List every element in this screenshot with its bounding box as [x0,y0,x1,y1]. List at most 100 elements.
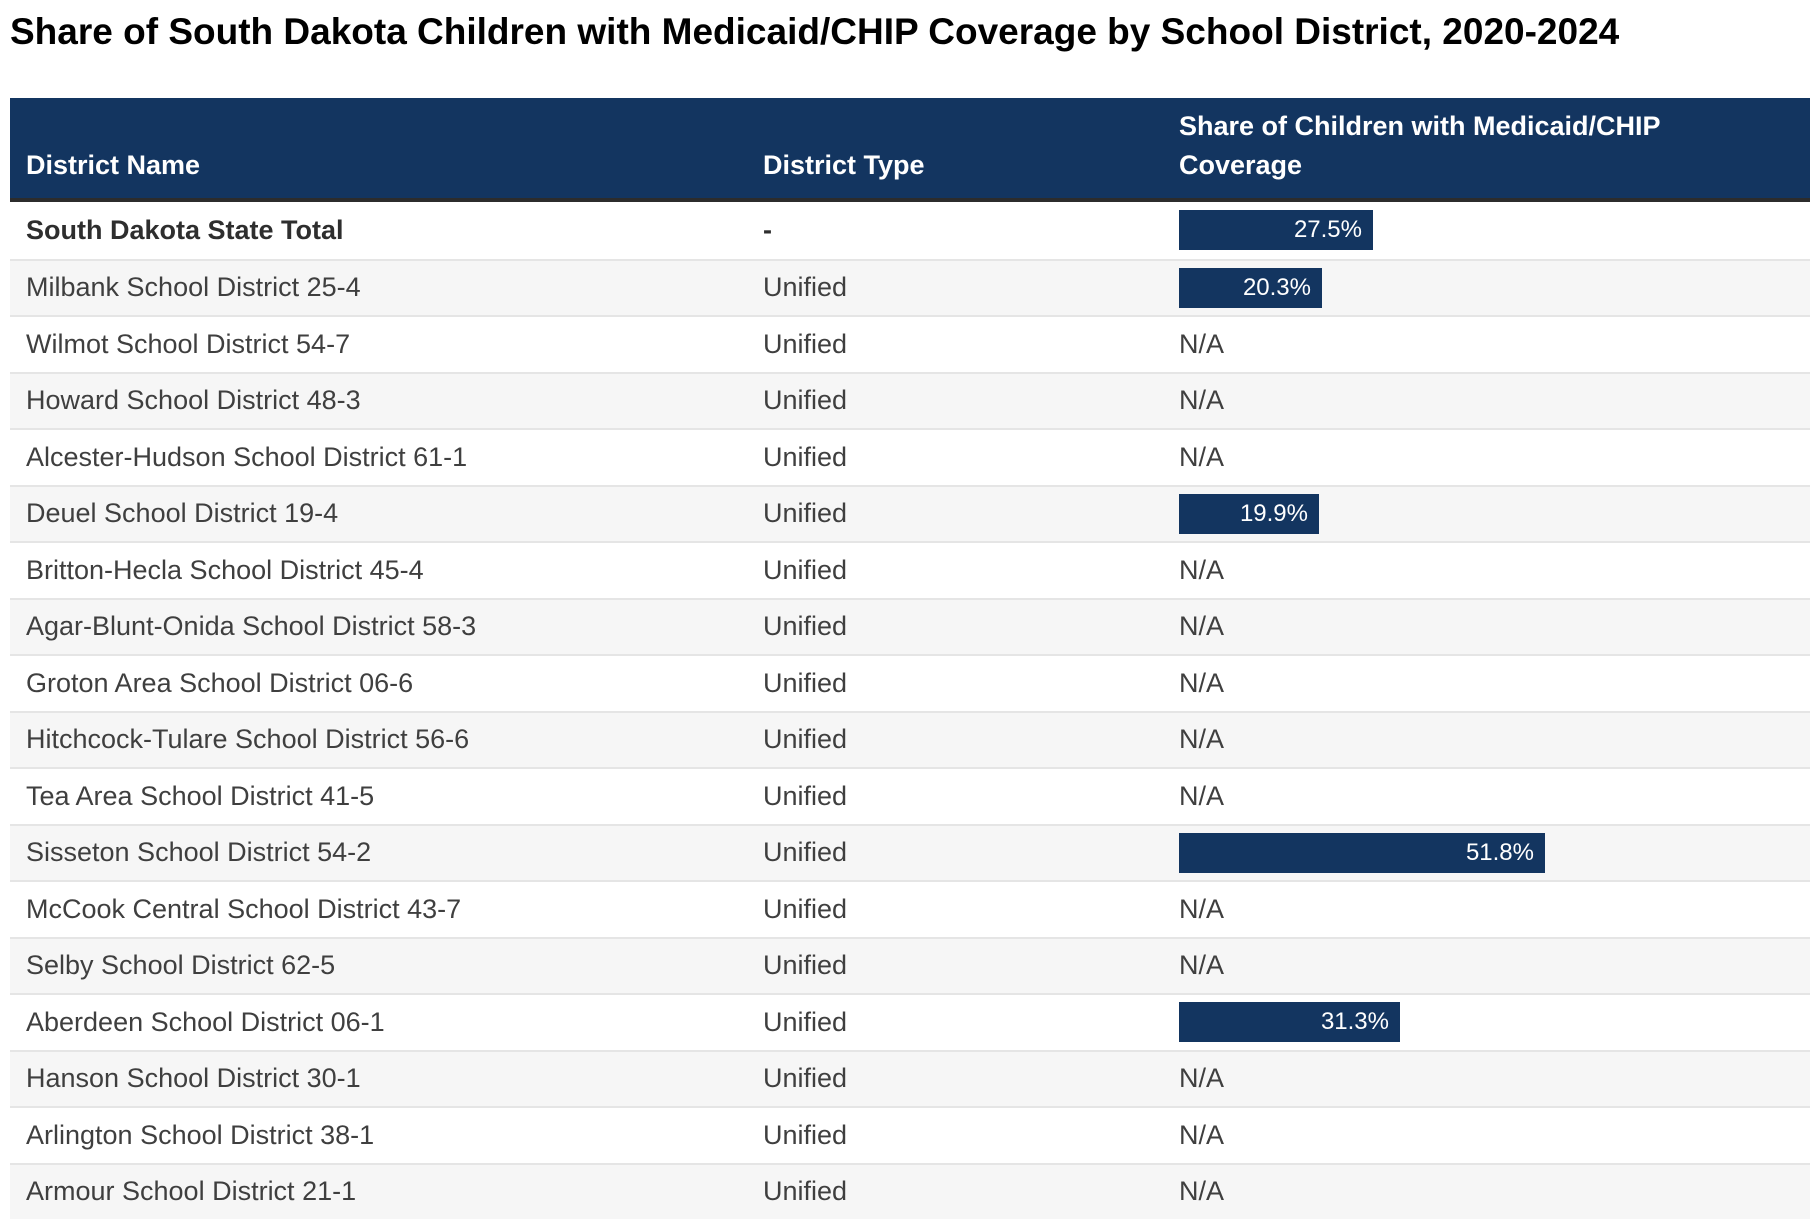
coverage-bar-label: 27.5% [1293,216,1362,244]
column-header-district-name: District Name [26,150,201,180]
district-type-cell: Unified [763,950,848,981]
district-type-cell: Unified [763,837,848,868]
coverage-na-label: N/A [1179,1063,1225,1094]
district-name-cell: Howard School District 48-3 [26,385,361,416]
table-row: Wilmot School District 54-7 Unified N/A [10,315,1810,372]
column-header-share-label: Share of Children with Medicaid/CHIP Cov… [1179,111,1661,180]
coverage-na-label: N/A [1179,893,1225,924]
district-type-cell: Unified [763,385,848,416]
coverage-na-label: N/A [1179,1176,1225,1207]
coverage-cell: N/A [1179,950,1810,981]
coverage-cell: N/A [1179,894,1810,925]
coverage-cell: N/A [1179,611,1810,642]
district-type-cell: - [763,214,772,245]
table-row: South Dakota State Total - 27.5% [10,202,1810,259]
district-type-cell: Unified [763,1063,848,1094]
coverage-cell: 31.3% [1179,1002,1810,1043]
district-name-cell: Groton Area School District 06-6 [26,667,414,698]
table-row: Arlington School District 38-1 Unified N… [10,1106,1810,1163]
district-name-cell: Alcester-Hudson School District 61-1 [26,441,468,472]
coverage-cell: N/A [1179,1120,1810,1151]
coverage-cell: 19.9% [1179,493,1810,534]
coverage-cell: 27.5% [1179,210,1810,251]
coverage-cell: N/A [1179,329,1810,360]
page-title: Share of South Dakota Children with Medi… [10,11,1620,52]
district-name-cell: Aberdeen School District 06-1 [26,1006,385,1037]
table-row: Hitchcock-Tulare School District 56-6 Un… [10,710,1810,767]
table-row: Armour School District 21-1 Unified N/A [10,1162,1810,1219]
column-header-share: Share of Children with Medicaid/CHIP Cov… [1179,107,1810,198]
district-type-cell: Unified [763,1119,848,1150]
coverage-bar: 27.5% [1179,210,1373,251]
district-type-cell: Unified [763,554,848,585]
coverage-bar: 31.3% [1179,1002,1400,1043]
coverage-na-label: N/A [1179,328,1225,359]
district-name-cell: Sisseton School District 54-2 [26,837,372,868]
district-type-cell: Unified [763,441,848,472]
coverage-cell: N/A [1179,668,1810,699]
district-type-cell: Unified [763,780,848,811]
table-row: Alcester-Hudson School District 61-1 Uni… [10,428,1810,485]
table-row: Selby School District 62-5 Unified N/A [10,936,1810,993]
coverage-na-label: N/A [1179,1119,1225,1150]
column-header-district-type: District Type [763,150,925,180]
coverage-cell: N/A [1179,1063,1810,1094]
table-row: McCook Central School District 43-7 Unif… [10,880,1810,937]
table-row: Groton Area School District 06-6 Unified… [10,654,1810,711]
district-name-cell: Britton-Hecla School District 45-4 [26,554,424,585]
coverage-bar-label: 51.8% [1465,838,1534,866]
district-type-cell: Unified [763,724,848,755]
coverage-na-label: N/A [1179,441,1225,472]
coverage-cell: 51.8% [1179,832,1810,873]
district-name-cell: McCook Central School District 43-7 [26,893,462,924]
coverage-table: District Name District Type Share of Chi… [10,98,1810,1219]
table-body: South Dakota State Total - 27.5% Milbank… [10,202,1810,1219]
district-name-cell: Hitchcock-Tulare School District 56-6 [26,724,470,755]
coverage-cell: N/A [1179,442,1810,473]
table-row: Tea Area School District 41-5 Unified N/… [10,767,1810,824]
table-row: Sisseton School District 54-2 Unified 51… [10,823,1810,880]
district-type-cell: Unified [763,1006,848,1037]
district-type-cell: Unified [763,272,848,303]
district-name-cell: Arlington School District 38-1 [26,1119,375,1150]
district-name-cell: Deuel School District 19-4 [26,498,339,529]
district-name-cell: Hanson School District 30-1 [26,1063,361,1094]
district-name-cell: Armour School District 21-1 [26,1176,357,1207]
coverage-cell: N/A [1179,385,1810,416]
district-type-cell: Unified [763,611,848,642]
coverage-bar: 19.9% [1179,493,1319,534]
coverage-na-label: N/A [1179,950,1225,981]
coverage-bar-label: 31.3% [1320,1008,1389,1036]
district-name-cell: Tea Area School District 41-5 [26,780,375,811]
coverage-na-label: N/A [1179,385,1225,416]
coverage-na-label: N/A [1179,611,1225,642]
district-type-cell: Unified [763,1176,848,1207]
coverage-cell: N/A [1179,781,1810,812]
coverage-bar-label: 20.3% [1242,273,1311,301]
district-type-cell: Unified [763,498,848,529]
coverage-na-label: N/A [1179,724,1225,755]
district-name-cell: Milbank School District 25-4 [26,272,361,303]
coverage-na-label: N/A [1179,667,1225,698]
coverage-cell: N/A [1179,724,1810,755]
coverage-cell: N/A [1179,555,1810,586]
coverage-cell: 20.3% [1179,267,1810,308]
district-name-cell: Selby School District 62-5 [26,950,336,981]
coverage-na-label: N/A [1179,554,1225,585]
coverage-na-label: N/A [1179,780,1225,811]
coverage-bar-label: 19.9% [1239,499,1308,527]
table-row: Agar-Blunt-Onida School District 58-3 Un… [10,597,1810,654]
district-type-cell: Unified [763,667,848,698]
district-type-cell: Unified [763,328,848,359]
table-row: Deuel School District 19-4 Unified 19.9% [10,484,1810,541]
coverage-bar: 20.3% [1179,267,1322,308]
district-name-cell: Agar-Blunt-Onida School District 58-3 [26,611,477,642]
table-row: Hanson School District 30-1 Unified N/A [10,1049,1810,1106]
table-row: Milbank School District 25-4 Unified 20.… [10,258,1810,315]
district-name-cell: Wilmot School District 54-7 [26,328,351,359]
table-row: Aberdeen School District 06-1 Unified 31… [10,993,1810,1050]
coverage-cell: N/A [1179,1176,1810,1207]
table-header-row: District Name District Type Share of Chi… [10,98,1810,202]
table-row: Howard School District 48-3 Unified N/A [10,371,1810,428]
